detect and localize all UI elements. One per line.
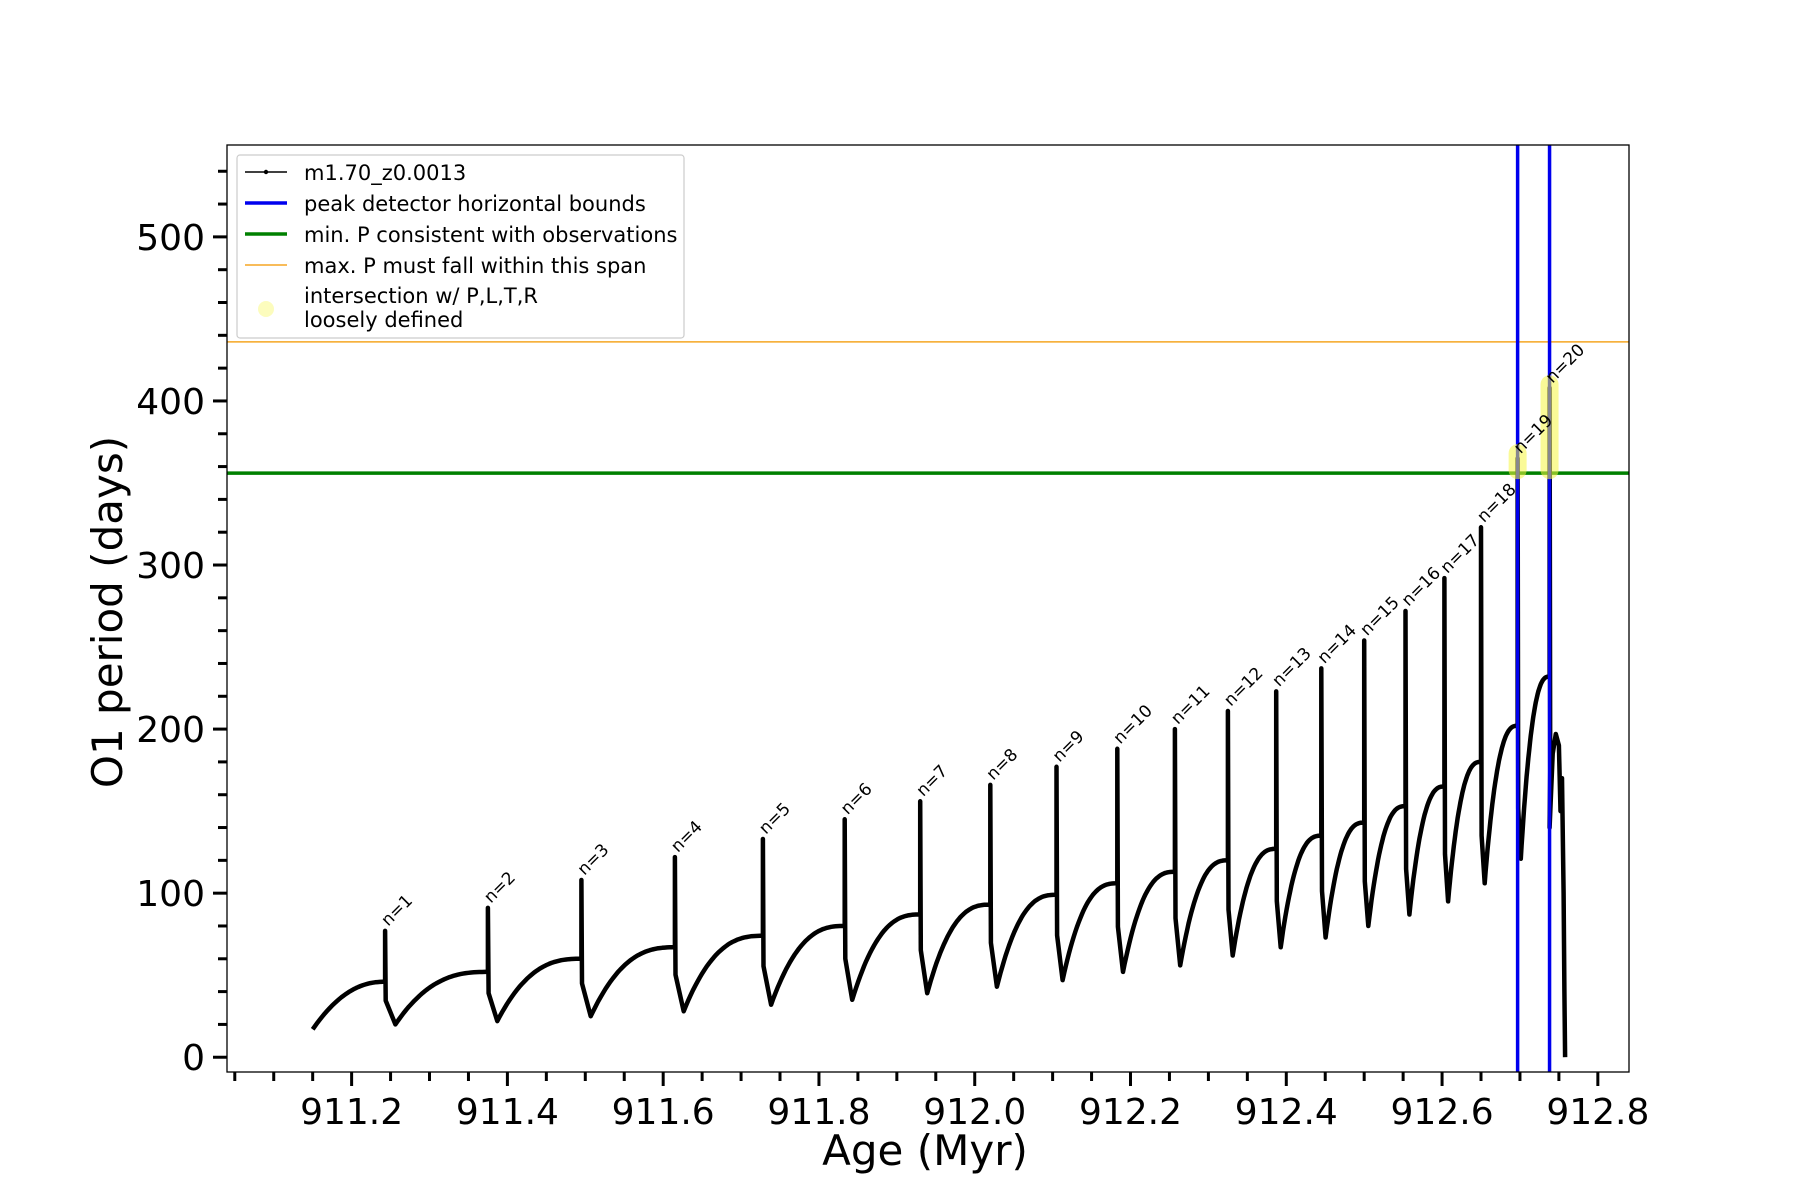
plot-frame: [226, 144, 1630, 1073]
legend-series-label: m1.70_z0.0013: [304, 161, 466, 186]
y-axis: 0 100 200 300 400 500: [136, 169, 227, 1079]
x-tick-label: 911.6: [612, 1092, 715, 1133]
x-tick-label: 911.4: [456, 1092, 559, 1133]
legend-max-period-label: max. P must fall within this span: [304, 254, 646, 278]
x-tick-label: 912.6: [1391, 1092, 1494, 1133]
x-tick-label: 912.4: [1235, 1092, 1338, 1133]
x-tick-label: 911.8: [767, 1092, 870, 1133]
legend-min-period-label: min. P consistent with observations: [304, 223, 677, 247]
legend-highlight-label-line1: intersection w/ P,L,T,R: [304, 284, 538, 308]
x-tick-label: 911.2: [300, 1092, 403, 1133]
y-tick-label: 500: [136, 218, 205, 259]
intersection-highlight: [1508, 444, 1527, 480]
y-tick-label: 200: [136, 710, 205, 751]
legend-box: [236, 154, 685, 339]
y-tick-label: 0: [182, 1038, 205, 1079]
series-line: [310, 385, 1568, 1058]
y-tick-label: 400: [136, 382, 205, 423]
x-tick-label: 912.2: [1079, 1092, 1182, 1133]
legend-bounds-label: peak detector horizontal bounds: [304, 192, 646, 216]
y-tick-label: 100: [136, 874, 205, 915]
legend-highlight-label-line2: loosely defined: [304, 308, 463, 332]
legend-series-marker: [263, 169, 269, 175]
x-axis-title: Age (Myr): [822, 1126, 1028, 1175]
y-tick-label: 300: [136, 546, 205, 587]
legend: m1.70_z0.0013 peak detector horizontal b…: [236, 154, 685, 339]
legend-highlight-marker: [258, 301, 274, 317]
intersection-highlight: [1540, 375, 1559, 480]
x-axis: 911.2 911.4 911.6 911.8 912.0 912.2 912.4 912.6…: [233, 1072, 1649, 1133]
y-axis-title: O1 period (days): [83, 436, 132, 788]
x-tick-label: 912.0: [923, 1092, 1026, 1133]
x-tick-label: 912.8: [1546, 1092, 1649, 1133]
